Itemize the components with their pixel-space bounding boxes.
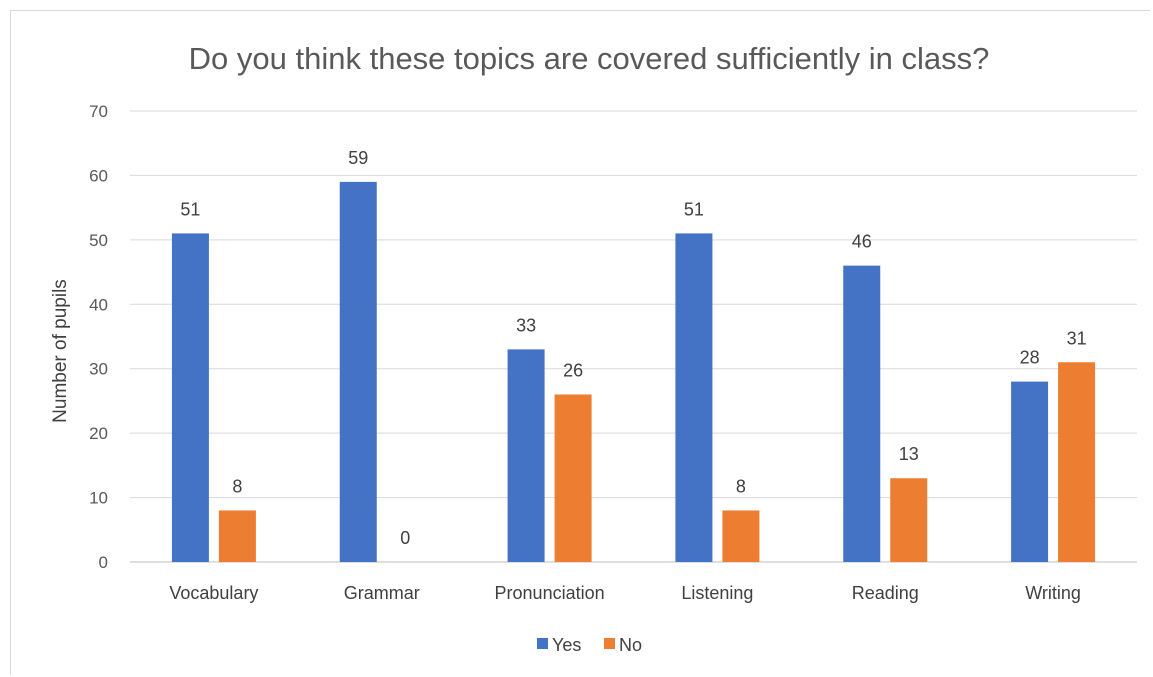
y-axis-ticks: 0 10 20 30 40 50 60 70	[89, 102, 108, 572]
legend-swatch-no	[604, 638, 615, 649]
y-tick-label: 30	[89, 360, 108, 379]
gridlines	[130, 110, 1137, 563]
legend-label-yes: Yes	[552, 635, 581, 655]
bar-yes	[843, 265, 881, 562]
bar-yes	[675, 233, 713, 562]
bar-yes	[507, 349, 545, 562]
x-category-label: Pronunciation	[495, 583, 605, 603]
data-label: 33	[516, 315, 536, 335]
y-tick-label: 0	[99, 553, 108, 572]
y-tick-label: 40	[89, 295, 108, 314]
data-label: 51	[684, 199, 704, 219]
bar-no	[890, 478, 928, 562]
x-category-label: Writing	[1025, 583, 1081, 603]
chart-frame: Do you think these topics are covered su…	[10, 10, 1150, 675]
data-label: 28	[1020, 348, 1040, 368]
legend: Yes No	[537, 635, 642, 655]
x-category-label: Vocabulary	[169, 583, 258, 603]
bar-yes	[1011, 381, 1049, 562]
y-tick-label: 60	[89, 166, 108, 185]
x-category-label: Reading	[852, 583, 919, 603]
data-label: 51	[180, 199, 200, 219]
y-tick-label: 10	[89, 489, 108, 508]
bar-no	[218, 510, 256, 562]
data-label: 13	[899, 444, 919, 464]
y-tick-label: 50	[89, 231, 108, 250]
y-axis-title: Number of pupils	[50, 279, 71, 423]
x-axis-categories: Vocabulary Grammar Pronunciation Listening R…	[169, 583, 1081, 603]
bar-no	[722, 510, 760, 562]
legend-swatch-yes	[537, 638, 548, 649]
bar-chart: Do you think these topics are covered su…	[50, 41, 1137, 655]
bar-no	[1058, 362, 1096, 562]
data-label: 8	[232, 476, 242, 496]
chart-title: Do you think these topics are covered su…	[189, 41, 990, 76]
data-label: 59	[348, 148, 368, 168]
data-label: 8	[736, 476, 746, 496]
x-category-label: Listening	[681, 583, 753, 603]
x-category-label: Grammar	[344, 583, 420, 603]
data-label: 46	[852, 232, 872, 252]
bar-no	[554, 394, 592, 562]
bar-yes	[171, 233, 209, 562]
y-tick-label: 70	[89, 102, 108, 121]
data-label: 0	[400, 528, 410, 548]
y-tick-label: 20	[89, 424, 108, 443]
bar-yes	[339, 181, 377, 562]
legend-label-no: No	[619, 635, 642, 655]
bars	[171, 181, 1096, 562]
data-labels: 51 8 59 0 33 26 51 8 46 13 28 31	[180, 148, 1086, 548]
data-label: 26	[563, 360, 583, 380]
data-label: 31	[1067, 328, 1087, 348]
